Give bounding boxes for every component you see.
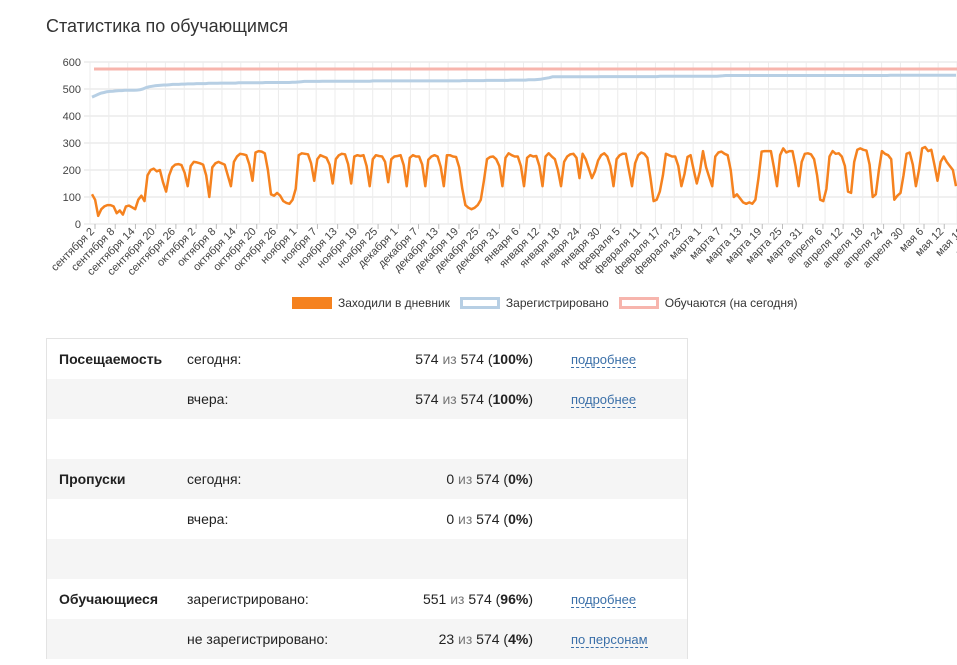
table-row: вчера: 0 из 574 (0%) [47,499,687,539]
details-link[interactable]: подробнее [571,352,637,368]
chart-legend: Заходили в дневник Зарегистрировано Обуч… [292,296,807,310]
row-value: 574 из 574 (100%) [337,351,533,367]
value-num: 0 [446,511,455,527]
details-link[interactable]: подробнее [571,592,637,608]
row-value: 574 из 574 (100%) [337,391,533,407]
value-total: 574 [468,591,492,607]
legend-swatch-registered [459,297,500,309]
table-row: не зарегистрировано: 23 из 574 (4%) по п… [47,619,687,659]
spacer-row [47,539,687,579]
chart-y-axis: 0 100 200 300 400 500 600 [63,57,81,231]
y-tick-label: 400 [63,111,81,123]
value-pct: (0%) [503,511,533,527]
y-tick-label: 200 [63,165,81,177]
y-tick-label: 600 [63,57,81,69]
value-total: 574 [476,471,500,487]
table-row: Обучающиеся зарегистрировано: 551 из 574… [47,579,687,619]
value-total: 574 [476,631,500,647]
value-pct: (0%) [503,471,533,487]
row-value: 23 из 574 (4%) [337,631,533,647]
series-line-registered [91,73,956,99]
legend-swatch-studying [618,297,659,309]
value-num: 551 [422,591,447,607]
value-total: 574 [476,511,500,527]
value-of: из [442,391,457,407]
value-num: 574 [415,391,439,407]
value-pct: (96%) [495,591,533,607]
value-of: из [450,591,465,607]
y-tick-label: 100 [63,192,81,204]
value-of: из [458,471,473,487]
legend-label-visited: Заходили в дневник [338,296,450,310]
value-total: 574 [460,351,484,367]
stats-table: Посещаемость сегодня: 574 из 574 (100%) … [46,338,688,659]
legend-swatch-visited [292,297,332,309]
chart-series [90,67,957,218]
value-num: 574 [415,351,439,367]
row-value: 0 из 574 (0%) [337,511,533,527]
row-value: 0 из 574 (0%) [337,471,533,487]
value-pct: (4%) [503,631,533,647]
row-label: сегодня: [187,471,242,487]
value-pct: (100%) [487,391,533,407]
row-label: не зарегистрировано: [187,631,329,647]
section-label-absences: Пропуски [59,471,126,487]
value-of: из [458,631,473,647]
row-value: 551 из 574 (96%) [337,591,533,607]
series-line-visited [90,145,957,218]
table-row: Посещаемость сегодня: 574 из 574 (100%) … [47,339,687,379]
row-label: вчера: [187,391,229,407]
legend-label-studying: Обучаются (на сегодня) [664,296,798,310]
y-tick-label: 0 [75,219,81,231]
by-person-link[interactable]: по персонам [571,632,648,648]
section-label-attendance: Посещаемость [59,351,163,367]
section-label-students: Обучающиеся [59,591,158,607]
legend-item-registered[interactable]: Зарегистрировано [459,296,609,310]
y-tick-label: 300 [63,138,81,150]
page-title: Статистика по обучающимся [46,16,289,36]
value-of: из [458,511,473,527]
legend-item-visited[interactable]: Заходили в дневник [292,296,450,310]
row-label: вчера: [187,511,229,527]
y-tick-label: 500 [63,84,81,96]
spacer-row [47,419,687,459]
value-of: из [442,351,457,367]
value-total: 574 [460,391,484,407]
value-num: 0 [446,471,455,487]
legend-label-registered: Зарегистрировано [505,296,609,310]
row-label: сегодня: [187,351,242,367]
details-link[interactable]: подробнее [571,392,637,408]
table-row: Пропуски сегодня: 0 из 574 (0%) [47,459,687,499]
table-row: вчера: 574 из 574 (100%) подробнее [47,379,687,419]
row-label: зарегистрировано: [187,591,309,607]
value-num: 23 [438,631,455,647]
chart-grid [84,61,957,229]
value-pct: (100%) [487,351,533,367]
legend-item-studying[interactable]: Обучаются (на сегодня) [618,296,798,310]
